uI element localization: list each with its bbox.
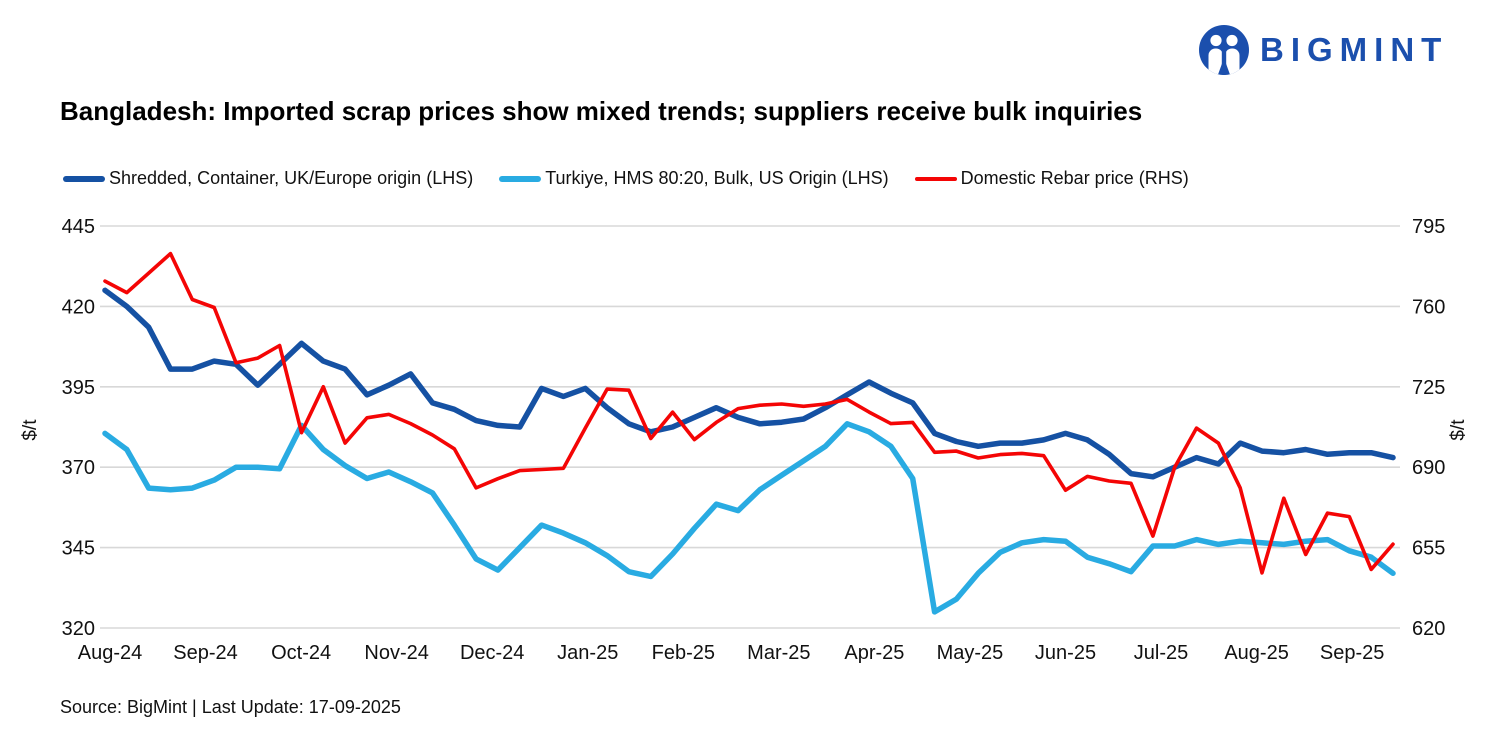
left-axis-tick: 345 xyxy=(62,538,95,560)
x-axis-tick: Aug-24 xyxy=(78,642,143,664)
legend-item-shredded: Shredded, Container, UK/Europe origin (L… xyxy=(63,168,473,189)
x-axis-tick: Sep-25 xyxy=(1320,642,1385,664)
legend-label-rebar: Domestic Rebar price (RHS) xyxy=(960,168,1189,188)
bigmint-logo: BIGMINT xyxy=(1198,24,1448,76)
right-axis-tick: 655 xyxy=(1412,538,1445,560)
right-axis-tick: 690 xyxy=(1412,457,1445,479)
x-axis-tick: Mar-25 xyxy=(747,642,810,664)
right-axis-tick: 620 xyxy=(1412,618,1445,640)
x-axis-tick: Jul-25 xyxy=(1134,642,1188,664)
legend-swatch-turkiye-icon xyxy=(499,175,542,182)
x-axis-tick: Nov-24 xyxy=(364,642,428,664)
right-axis-tick: 760 xyxy=(1412,296,1445,318)
x-axis-tick: Feb-25 xyxy=(652,642,715,664)
page-title: Bangladesh: Imported scrap prices show m… xyxy=(60,96,1143,126)
left-axis-tick: 445 xyxy=(62,216,95,238)
legend-swatch-shredded-icon xyxy=(63,175,105,182)
left-axis-tick: 320 xyxy=(62,618,95,640)
left-axis-title: $/t xyxy=(20,419,41,441)
left-axis-tick: 420 xyxy=(62,296,95,318)
gridlines xyxy=(100,225,1400,629)
bigmint-logo-text: BIGMINT xyxy=(1260,31,1449,68)
right-axis-title: $/t xyxy=(1448,419,1469,441)
left-axis-tick: 395 xyxy=(62,377,95,399)
legend-swatch-rebar-icon xyxy=(914,176,957,181)
right-axis-tick: 795 xyxy=(1412,216,1445,238)
x-axis-tick: Dec-24 xyxy=(460,642,524,664)
x-axis-tick: Sep-24 xyxy=(173,642,238,664)
legend-label-shredded: Shredded, Container, UK/Europe origin (L… xyxy=(109,168,474,188)
legend-item-rebar: Domestic Rebar price (RHS) xyxy=(914,168,1189,189)
x-axis-tick: Oct-24 xyxy=(271,642,331,664)
x-axis-tick: May-25 xyxy=(937,642,1004,664)
x-axis-tick: Aug-25 xyxy=(1224,642,1289,664)
bigmint-logo-icon xyxy=(1199,25,1249,75)
right-axis-tick: 725 xyxy=(1412,377,1445,399)
source-note: Source: BigMint | Last Update: 17-09-202… xyxy=(60,697,401,717)
chart-legend: Shredded, Container, UK/Europe origin (L… xyxy=(63,168,1189,189)
x-axis-tick: Jun-25 xyxy=(1035,642,1096,664)
x-axis-tick: Apr-25 xyxy=(844,642,904,664)
legend-item-turkiye: Turkiye, HMS 80:20, Bulk, US Origin (LHS… xyxy=(499,168,889,189)
legend-label-turkiye: Turkiye, HMS 80:20, Bulk, US Origin (LHS… xyxy=(545,168,889,188)
left-axis-tick: 370 xyxy=(62,457,95,479)
series-shredded-line xyxy=(102,287,1396,480)
x-axis-tick: Jan-25 xyxy=(557,642,618,664)
series-turkiye-line xyxy=(102,421,1396,615)
series-rebar-line xyxy=(103,251,1395,575)
